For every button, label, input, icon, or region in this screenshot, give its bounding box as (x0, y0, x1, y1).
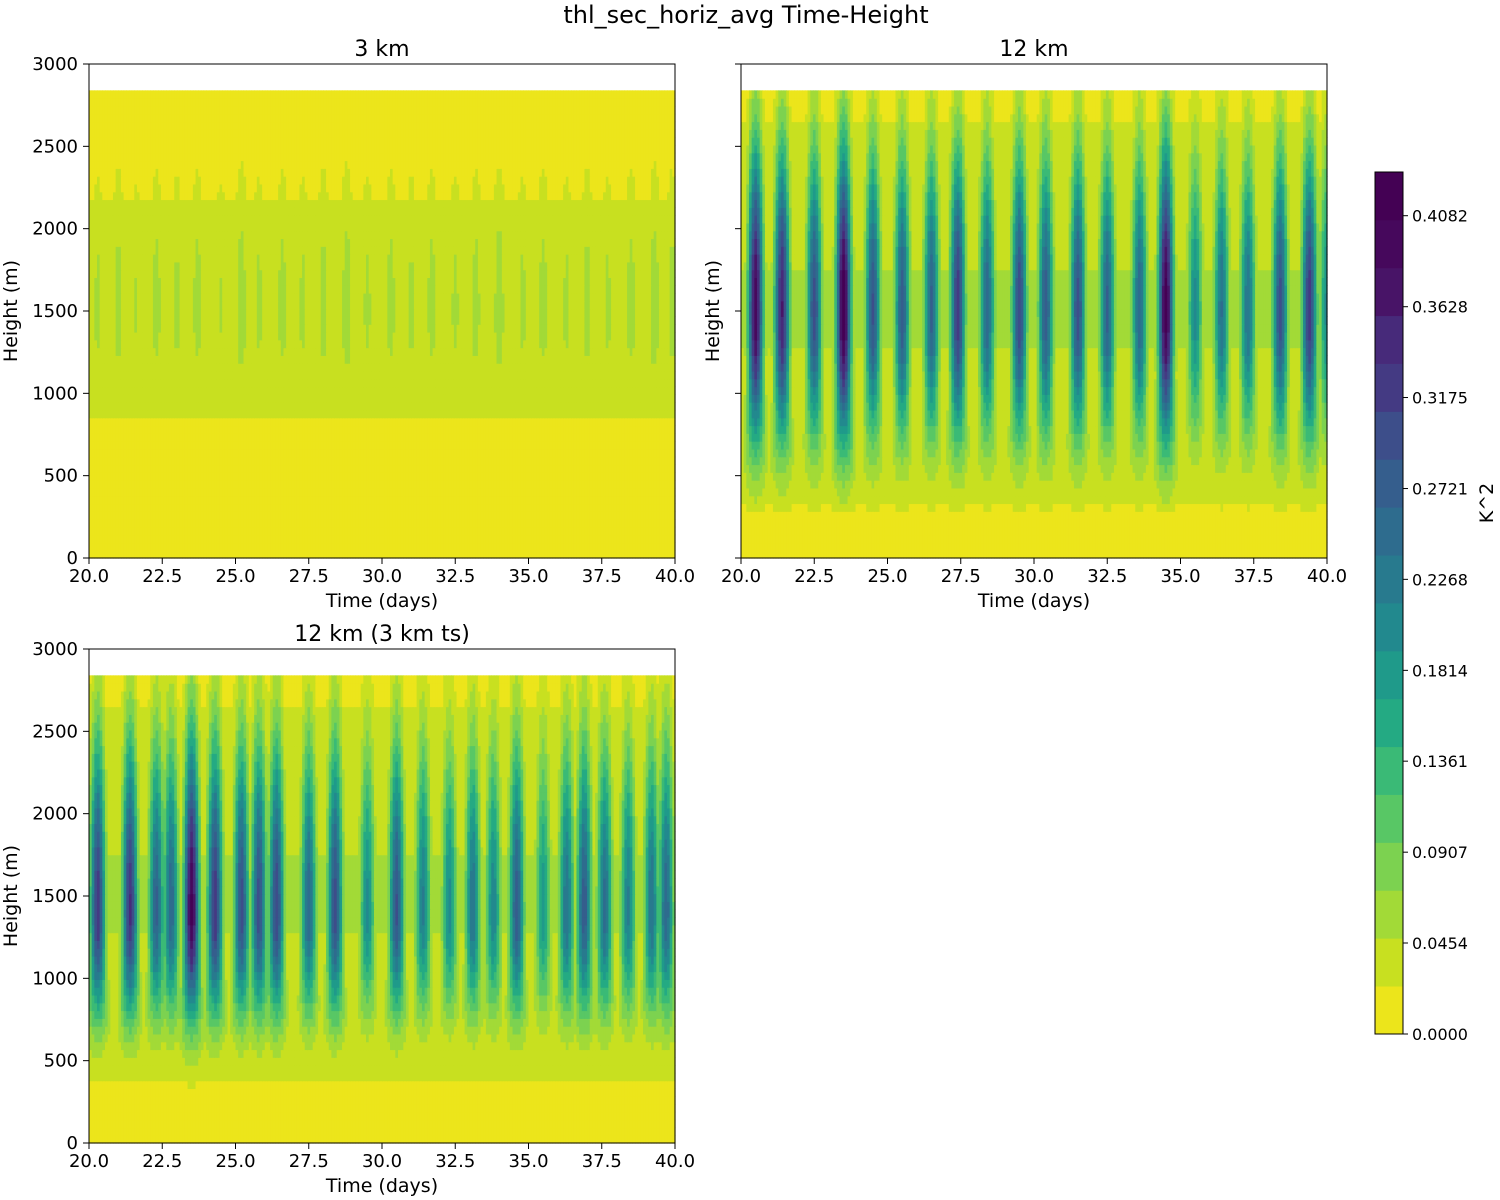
heatmap-cells (89, 90, 676, 558)
figure-suptitle: thl_sec_horiz_avg Time-Height (563, 1, 928, 29)
figure-canvas: thl_sec_horiz_avg Time-Height 3 km20.0 22… (0, 0, 1500, 1200)
